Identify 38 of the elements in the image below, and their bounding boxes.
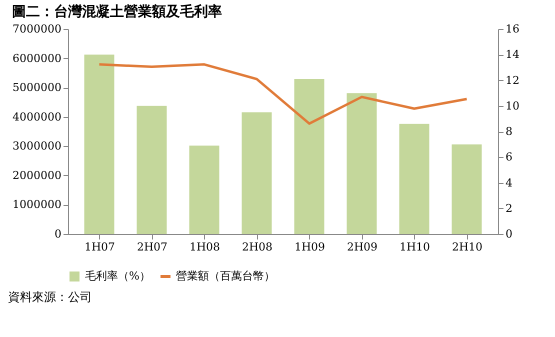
bar [294, 78, 324, 234]
chart-title: 圖二：台灣混凝土營業額及毛利率 [12, 3, 222, 20]
bar [399, 124, 430, 234]
y-tick-label: 7000000 [12, 22, 62, 36]
y-tick-label: 6000000 [12, 52, 62, 65]
bar [189, 146, 220, 234]
x-tick-label: 1H07 [84, 240, 116, 254]
x-tick-label: 2H10 [452, 240, 483, 254]
x-tick-label: 1H10 [399, 240, 430, 254]
x-tick-label: 1H09 [294, 240, 326, 254]
y2-tick-label: 0 [506, 228, 512, 240]
y-tick-label: 4000000 [12, 110, 62, 124]
source-note: 資料來源：公司 [8, 290, 92, 304]
bar [136, 106, 167, 234]
legend-label: 毛利率（%） [85, 270, 150, 282]
y2-tick-label: 2 [506, 202, 512, 215]
y-tick-label: 1000000 [12, 198, 62, 212]
y2-tick-label: 4 [506, 176, 512, 190]
bar [452, 144, 482, 234]
y2-tick-label: 8 [506, 125, 512, 138]
y-tick-label: 5000000 [12, 81, 62, 94]
x-tick-label: 2H07 [136, 240, 168, 254]
legend-label: 營業額（百萬台幣） [176, 270, 275, 282]
y2-tick-label: 16 [506, 22, 520, 36]
y2-tick-label: 6 [506, 150, 512, 164]
bar [242, 112, 272, 234]
y-tick-label: 0 [54, 228, 62, 240]
y2-tick-label: 14 [506, 48, 520, 62]
x-tick-label: 2H08 [242, 240, 273, 254]
y-tick-label: 2000000 [12, 168, 62, 182]
bar [346, 93, 377, 234]
y-tick-label: 3000000 [12, 140, 62, 153]
x-tick-label: 1H08 [189, 240, 220, 254]
y2-tick-label: 10 [506, 99, 520, 112]
x-tick-label: 2H09 [346, 240, 378, 254]
y2-tick-label: 12 [506, 74, 520, 87]
line-series [98, 63, 468, 125]
bar [84, 54, 114, 234]
